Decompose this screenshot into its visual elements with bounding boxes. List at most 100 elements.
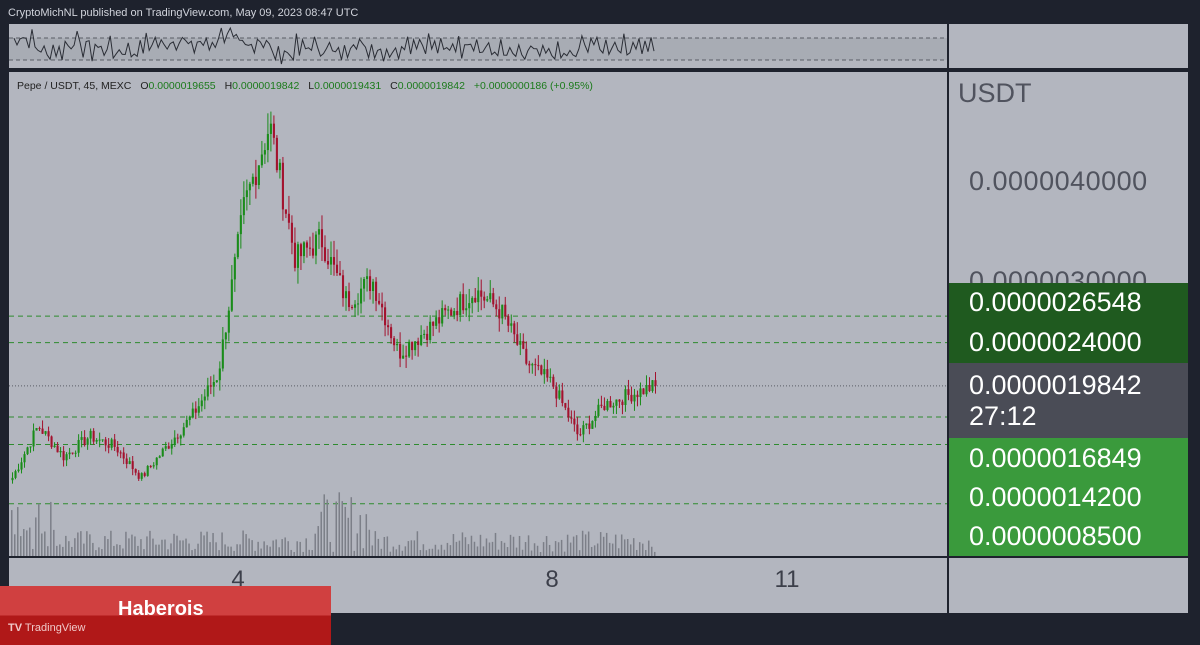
candle-body <box>11 477 14 481</box>
candle-body <box>621 401 624 406</box>
candle-body <box>405 355 408 357</box>
candle-body <box>423 333 426 335</box>
candle-body <box>74 452 77 454</box>
candle-body <box>465 308 468 311</box>
price-scale[interactable]: USDT 0.0000040000 0.0000030000 0.0000026… <box>949 72 1188 556</box>
volume-bar <box>482 546 485 556</box>
candle-body <box>314 234 318 256</box>
main-chart-pane[interactable]: Pepe / USDT, 45, MEXC O0.0000019655 H0.0… <box>9 72 947 556</box>
candle-body <box>492 293 495 305</box>
volume-bar <box>176 535 178 556</box>
volume-bar <box>101 549 103 556</box>
candle-body <box>591 420 594 429</box>
volume-bar <box>272 540 274 556</box>
volume-bar <box>383 537 386 556</box>
volume-bar <box>155 544 157 556</box>
volume-bar <box>197 543 199 556</box>
candle-body <box>236 234 239 258</box>
candle-body <box>113 439 116 447</box>
volume-bar <box>581 530 584 556</box>
volume-bar <box>230 546 232 556</box>
volume-bar <box>320 511 322 556</box>
volume-bar <box>443 549 446 556</box>
volume-bar <box>116 544 118 556</box>
legend-symbol: Pepe / USDT, 45, MEXC <box>17 80 132 92</box>
oscillator-scale[interactable] <box>949 24 1188 68</box>
volume-bar <box>509 534 512 556</box>
volume-bar <box>458 540 461 556</box>
candle-body <box>230 279 233 311</box>
volume-bar <box>95 550 97 556</box>
volume-bar <box>533 543 536 556</box>
candle-body <box>648 385 651 392</box>
legend-low-label: L <box>308 80 315 92</box>
candle-body <box>296 244 299 268</box>
volume-bar <box>242 530 244 556</box>
volume-bar <box>113 545 115 556</box>
candle-body <box>95 440 98 442</box>
candle-body <box>278 162 281 171</box>
candle-body <box>335 264 339 274</box>
candle-body <box>540 365 543 375</box>
candle-body <box>399 343 402 359</box>
candle-body <box>501 304 504 319</box>
volume-bar <box>239 544 241 556</box>
candle-body <box>47 431 50 437</box>
volume-bar <box>596 543 599 556</box>
volume-bar <box>521 549 524 556</box>
volume-bar <box>572 536 575 556</box>
candle-body <box>20 462 23 470</box>
oscillator-line <box>13 26 655 65</box>
candle-body <box>341 275 345 299</box>
time-tick: 11 <box>774 566 800 593</box>
legend-open-label: O <box>140 80 149 92</box>
volume-bar <box>512 536 515 556</box>
volume-bar <box>575 535 578 556</box>
candle-body <box>287 213 290 223</box>
candle-body <box>447 309 450 311</box>
candle-body <box>122 452 125 459</box>
candle-body <box>275 137 278 171</box>
volume-bar <box>77 532 79 556</box>
candle-body <box>233 257 236 280</box>
candle-body <box>651 380 654 392</box>
candle-body <box>453 311 456 316</box>
candle-body <box>606 400 609 411</box>
volume-bar <box>185 538 187 556</box>
candle-body <box>179 435 182 439</box>
resistance-low-tag: 0.0000024000 <box>969 327 1142 357</box>
volume-bar <box>635 549 638 556</box>
candle-body <box>594 415 597 421</box>
candle-body <box>302 242 306 257</box>
volume-bar <box>203 535 205 556</box>
volume-bar <box>317 526 319 556</box>
candle-body <box>167 446 170 449</box>
candle-body <box>242 197 245 216</box>
volume-bar <box>638 542 641 556</box>
volume-bar <box>410 540 413 556</box>
candle-body <box>191 408 194 417</box>
volume-bar <box>287 541 289 556</box>
candle-body <box>477 290 480 303</box>
price-scale-unit: USDT <box>958 78 1032 108</box>
oscillator-chart <box>9 26 947 65</box>
volume-bar <box>437 549 440 556</box>
volume-bar <box>128 538 130 556</box>
candle-body <box>353 304 357 308</box>
candle-body <box>531 364 534 366</box>
candle-body <box>615 399 618 406</box>
volume-bar <box>422 544 425 556</box>
candle-body <box>185 419 188 428</box>
volume-bar <box>593 545 596 556</box>
candle-body <box>14 471 17 478</box>
volume-bar <box>365 514 368 556</box>
volume-bar <box>179 540 181 556</box>
candle-body <box>155 457 158 466</box>
candle-body <box>390 327 393 339</box>
volume-bar <box>107 539 109 556</box>
candle-body <box>197 406 200 413</box>
volume-bar <box>293 551 295 556</box>
oscillator-pane[interactable] <box>9 24 947 68</box>
volume-bar <box>20 536 22 556</box>
volume-bar <box>41 533 43 556</box>
